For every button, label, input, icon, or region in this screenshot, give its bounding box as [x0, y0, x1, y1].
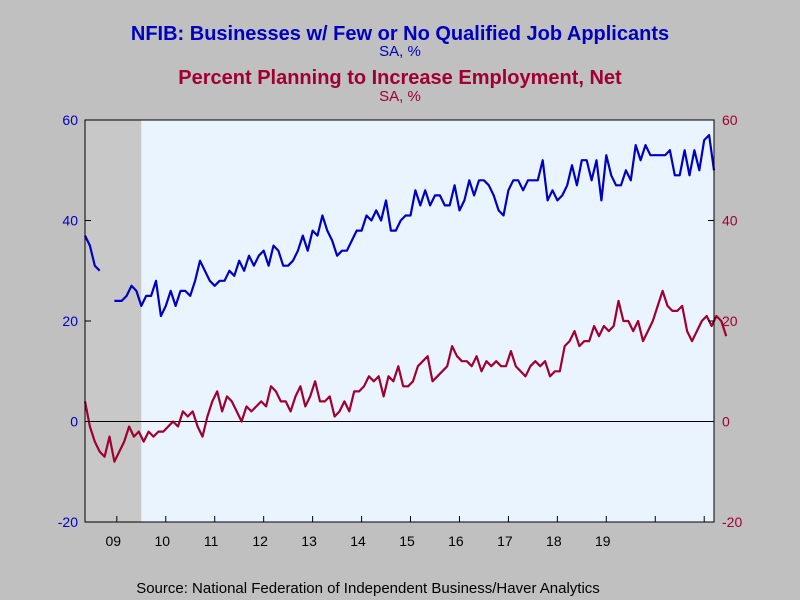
chart-subtitle: Percent Planning to Increase Employment,…: [178, 67, 622, 89]
series-qualified-applicants-line: [114, 134, 716, 318]
x-tick-label: 16: [448, 533, 464, 549]
source-note: Source: National Federation of Independe…: [136, 580, 600, 597]
x-tick-label: 19: [595, 533, 611, 549]
y-right-tick-label: -20: [722, 514, 742, 530]
chart-title-units: SA, %: [379, 43, 421, 60]
series-hiring-plans-line: [83, 289, 728, 463]
x-tick-label: 10: [154, 533, 170, 549]
chart-subtitle-units: SA, %: [379, 88, 421, 105]
y-left-tick-label: 20: [62, 313, 78, 329]
x-tick-label: 12: [252, 533, 268, 549]
y-left-tick-label: 40: [62, 213, 78, 229]
x-tick-label: 17: [497, 533, 513, 549]
y-axis-right: -20 0 20 40 60: [708, 112, 742, 530]
x-tick-label: 18: [546, 533, 562, 549]
y-left-tick-label: -20: [58, 514, 78, 530]
plot-area: [85, 120, 714, 522]
x-tick-label: 14: [350, 533, 366, 549]
x-tick-label: 15: [399, 533, 415, 549]
y-left-tick-label: 0: [70, 414, 78, 430]
recession-shading: [85, 120, 142, 522]
y-right-tick-label: 60: [722, 112, 738, 128]
x-tick-label: 09: [106, 533, 122, 549]
series-qualified-applicants-line: [84, 235, 101, 272]
y-right-tick-label: 40: [722, 213, 738, 229]
y-left-tick-label: 60: [62, 112, 78, 128]
x-tick-label: 13: [301, 533, 317, 549]
y-right-tick-label: 20: [722, 313, 738, 329]
x-tick-label: 11: [204, 533, 219, 549]
chart-title: NFIB: Businesses w/ Few or No Qualified …: [131, 23, 669, 45]
series-group: [83, 134, 728, 463]
x-axis: 09 10 11 12 13 14 15 16 17 18 19: [106, 516, 705, 549]
y-right-tick-label: 0: [722, 414, 730, 430]
y-axis-left: -20 0 20 40 60: [58, 112, 91, 530]
